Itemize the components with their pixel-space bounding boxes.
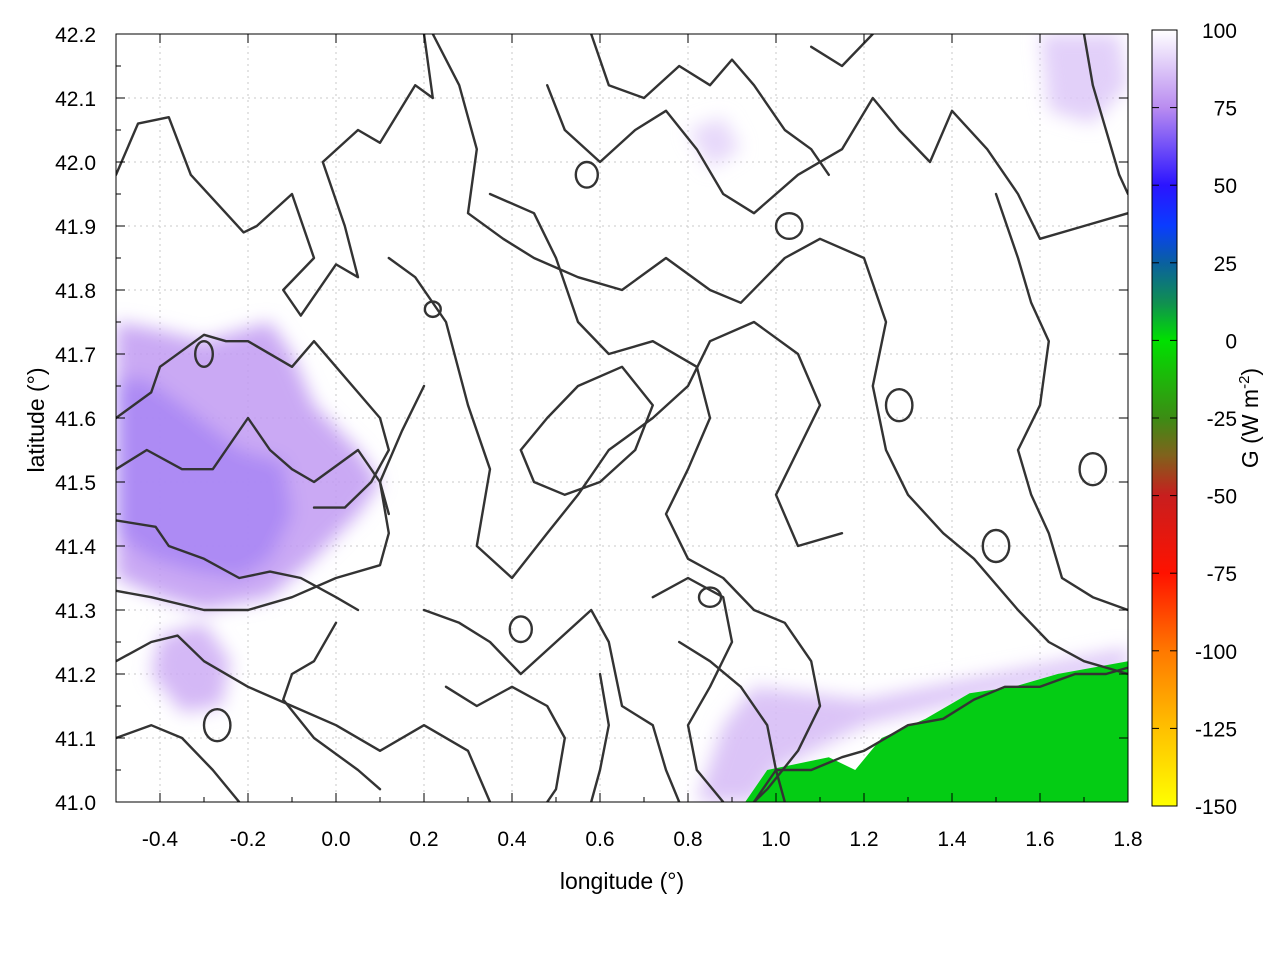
contour-line xyxy=(519,365,654,496)
colorbar-title-exponent: -2 xyxy=(1236,376,1253,389)
contour-line xyxy=(546,84,1128,240)
contour-loop xyxy=(1078,452,1108,487)
contour-loop xyxy=(202,708,232,743)
colorbar-tick-label: 75 xyxy=(1214,98,1237,121)
colorbar-tick-label: -75 xyxy=(1207,563,1237,586)
contour-line xyxy=(116,724,241,802)
y-tick-label: 41.2 xyxy=(55,664,96,687)
x-tick-label: 1.0 xyxy=(761,828,790,851)
contour-line xyxy=(810,34,874,68)
contour-line xyxy=(752,666,1128,802)
y-tick-label: 42.0 xyxy=(55,152,96,175)
x-tick-label: 1.8 xyxy=(1113,828,1142,851)
y-tick-label: 41.4 xyxy=(55,536,96,559)
contour-line xyxy=(1082,34,1128,196)
contour-line xyxy=(116,416,390,516)
contour-line xyxy=(994,192,1128,612)
y-tick-label: 42.2 xyxy=(55,24,96,47)
contour-line xyxy=(590,672,610,802)
colorbar-tick-label: -50 xyxy=(1207,486,1237,509)
contour-line xyxy=(116,384,426,612)
colorbar-tick-label: 0 xyxy=(1225,330,1237,353)
y-tick-label: 41.1 xyxy=(55,728,96,751)
contour-line xyxy=(116,519,360,612)
contour-line xyxy=(116,333,390,509)
x-axis-ticks: -0.4 -0.2 0.0 0.2 0.4 0.6 0.8 1.0 1.2 1.4 1.6 1.8 xyxy=(115,34,1143,851)
y-tick-label: 41.8 xyxy=(55,280,96,303)
contour-line xyxy=(488,192,822,802)
x-tick-label: -0.2 xyxy=(230,828,266,851)
contour-line xyxy=(678,640,786,802)
y-tick-label: 42.1 xyxy=(55,88,96,111)
y-tick-label: 41.6 xyxy=(55,408,96,431)
contour-lines xyxy=(116,34,1128,802)
contour-loop xyxy=(508,615,533,644)
contour-loop xyxy=(574,160,599,189)
y-tick-label: 41.9 xyxy=(55,216,96,239)
contour-loop xyxy=(193,340,214,369)
field-region-southwest-patch xyxy=(151,622,231,713)
colorbar-title: G (W m-2) xyxy=(1236,368,1263,468)
x-tick-label: 0.6 xyxy=(585,828,614,851)
colorbar-tick-label: -150 xyxy=(1195,796,1237,819)
field-region-north-patch xyxy=(688,117,741,169)
contour-line xyxy=(116,634,492,802)
contour-line xyxy=(422,608,681,802)
contour-loop xyxy=(884,388,914,423)
contour-loop xyxy=(697,586,723,609)
contour-line xyxy=(387,256,844,580)
contour-loop xyxy=(774,211,804,240)
x-tick-label: 0.0 xyxy=(321,828,350,851)
x-tick-label: 1.2 xyxy=(849,828,878,851)
contour-line xyxy=(116,34,434,317)
colorbar-ticks: 100 75 50 25 0 -25 -50 -75 -100 -125 -150 xyxy=(1152,20,1237,819)
contour-line xyxy=(282,621,382,791)
x-axis-title: longitude (°) xyxy=(560,868,684,894)
colorbar-tick-label: 50 xyxy=(1214,175,1237,198)
x-tick-label: 0.4 xyxy=(497,828,527,851)
x-tick-label: 1.4 xyxy=(937,828,967,851)
colorbar-tick-label: -125 xyxy=(1195,718,1237,741)
colorbar-title-main: G (W m xyxy=(1237,389,1263,468)
y-axis-title: latitude (°) xyxy=(23,367,49,472)
contour-line xyxy=(431,34,1128,676)
field-region-northeast-patch xyxy=(1040,34,1128,124)
x-tick-label: 0.8 xyxy=(673,828,702,851)
field-region-western-moderate-flux xyxy=(116,322,380,610)
colorbar-title-end: ) xyxy=(1237,368,1263,376)
y-axis-ticks: 41.0 41.1 41.2 41.3 41.4 41.5 41.6 41.7 41.8 41.9… xyxy=(55,24,1128,815)
x-tick-label: -0.4 xyxy=(142,828,179,851)
colorbar-tick-label: -100 xyxy=(1195,641,1237,664)
colorbar-tick-label: 100 xyxy=(1202,20,1237,43)
y-tick-label: 41.5 xyxy=(55,472,96,495)
contour-line xyxy=(444,685,566,802)
y-tick-label: 41.3 xyxy=(55,600,96,623)
x-tick-label: 0.2 xyxy=(409,828,438,851)
y-tick-label: 41.7 xyxy=(55,344,96,367)
contour-line xyxy=(590,34,830,176)
colorbar-tick-label: -25 xyxy=(1207,408,1237,431)
field-region-sea-surface xyxy=(745,661,1128,802)
y-tick-label: 41.0 xyxy=(55,792,96,815)
contour-loop xyxy=(981,528,1011,564)
contour-loop xyxy=(423,300,442,319)
contour-line xyxy=(651,576,734,802)
colorbar-tick-label: 25 xyxy=(1214,253,1237,276)
x-tick-label: 1.6 xyxy=(1025,828,1054,851)
